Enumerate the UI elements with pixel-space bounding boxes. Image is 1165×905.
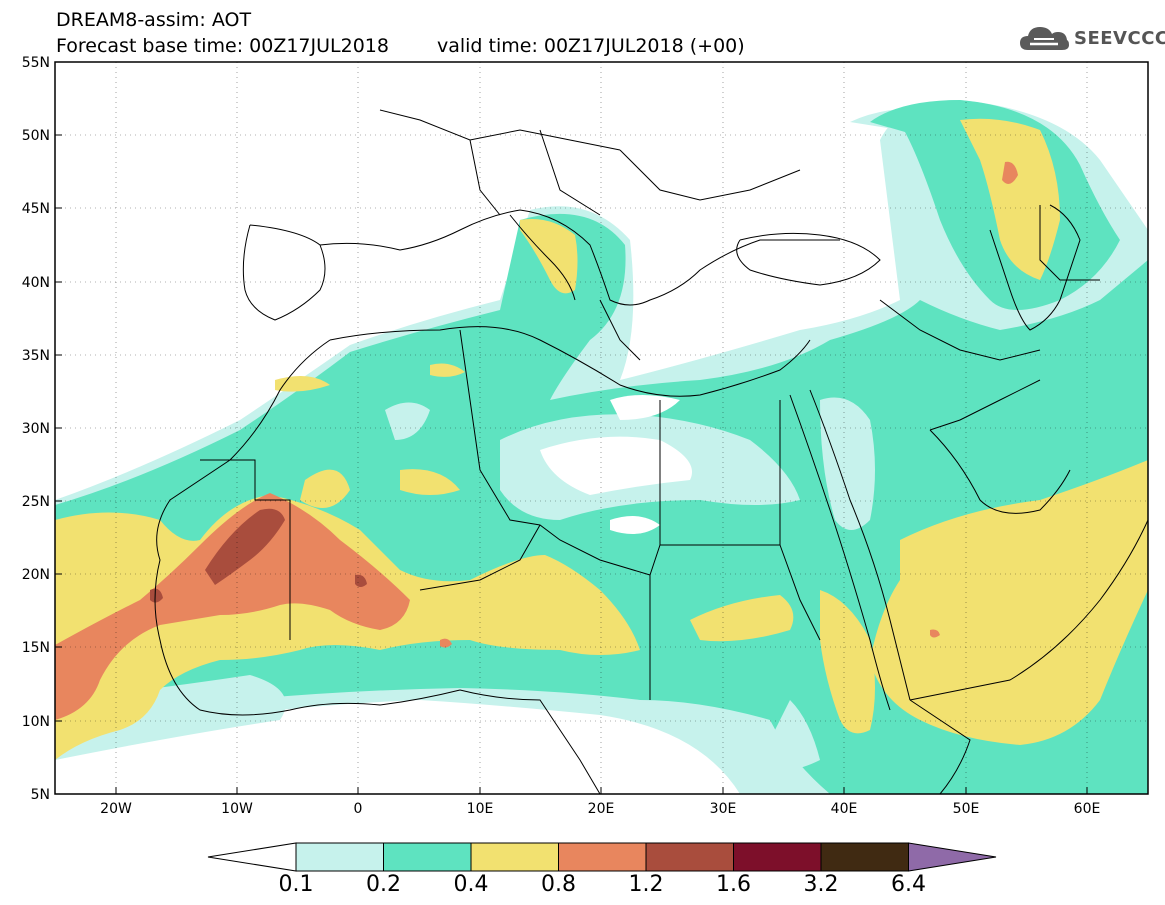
lon-label: 0 bbox=[354, 801, 363, 817]
latitude-labels: 55N 50N 45N 40N 35N 30N 25N 20N 15N 10N … bbox=[22, 55, 50, 803]
aot-field bbox=[55, 62, 1148, 794]
seevccc-logo: SEEVCCC bbox=[1018, 22, 1165, 54]
axis-ticks bbox=[55, 61, 1088, 794]
lat-label: 5N bbox=[31, 787, 50, 803]
lat-label: 30N bbox=[22, 421, 50, 437]
colorbar bbox=[207, 842, 997, 872]
base-time: Forecast base time: 00Z17JUL2018 bbox=[56, 35, 389, 57]
colorbar-segment bbox=[733, 842, 822, 872]
longitude-labels: 20W 10W 0 10E 20E 30E 40E 50E 60E bbox=[100, 801, 1100, 817]
colorbar-segment bbox=[645, 842, 734, 872]
lon-label: 50E bbox=[953, 801, 980, 817]
colorbar-segment bbox=[558, 842, 647, 872]
colorbar-label: 1.6 bbox=[716, 872, 751, 897]
colorbar-label: 3.2 bbox=[803, 872, 839, 897]
logo-text: SEEVCCC bbox=[1074, 27, 1165, 49]
colorbar-label: 0.8 bbox=[541, 872, 576, 897]
lon-label: 20E bbox=[588, 801, 615, 817]
time-info: Forecast base time: 00Z17JUL2018 valid ti… bbox=[56, 36, 745, 56]
lat-label: 15N bbox=[22, 640, 50, 656]
colorbar-under-triangle bbox=[207, 842, 297, 872]
lon-label: 10W bbox=[221, 801, 253, 817]
lon-label: 40E bbox=[831, 801, 858, 817]
lat-label: 55N bbox=[22, 55, 50, 71]
colorbar-label: 6.4 bbox=[891, 872, 926, 897]
lat-label: 40N bbox=[22, 275, 50, 291]
lat-label: 50N bbox=[22, 128, 50, 144]
lon-label: 20W bbox=[100, 801, 132, 817]
colorbar-segment bbox=[383, 842, 472, 872]
map-title: DREAM8-assim: AOT bbox=[56, 9, 252, 31]
aot-band-0.8 bbox=[55, 161, 1018, 720]
colorbar-over-triangle bbox=[908, 842, 997, 872]
lat-label: 20N bbox=[22, 567, 50, 583]
colorbar-segment bbox=[295, 842, 384, 872]
lat-label: 35N bbox=[22, 348, 50, 364]
colorbar-segment bbox=[470, 842, 559, 872]
aot-low-areas bbox=[55, 395, 875, 770]
colorbar-segment bbox=[820, 842, 909, 872]
colorbar-label: 0.4 bbox=[453, 872, 489, 897]
valid-time: valid time: 00Z17JUL2018 (+00) bbox=[436, 35, 745, 57]
colorbar-label: 1.2 bbox=[628, 872, 664, 897]
lat-label: 10N bbox=[22, 714, 50, 730]
cloud-icon bbox=[1020, 27, 1069, 50]
lon-label: 60E bbox=[1074, 801, 1101, 817]
colorbar-label: 0.1 bbox=[278, 872, 314, 897]
colorbar-label: 0.2 bbox=[366, 872, 401, 897]
lat-label: 25N bbox=[22, 494, 50, 510]
lat-label: 45N bbox=[22, 201, 50, 217]
lon-label: 30E bbox=[710, 801, 737, 817]
graticule bbox=[55, 62, 1148, 794]
lon-label: 10E bbox=[467, 801, 494, 817]
